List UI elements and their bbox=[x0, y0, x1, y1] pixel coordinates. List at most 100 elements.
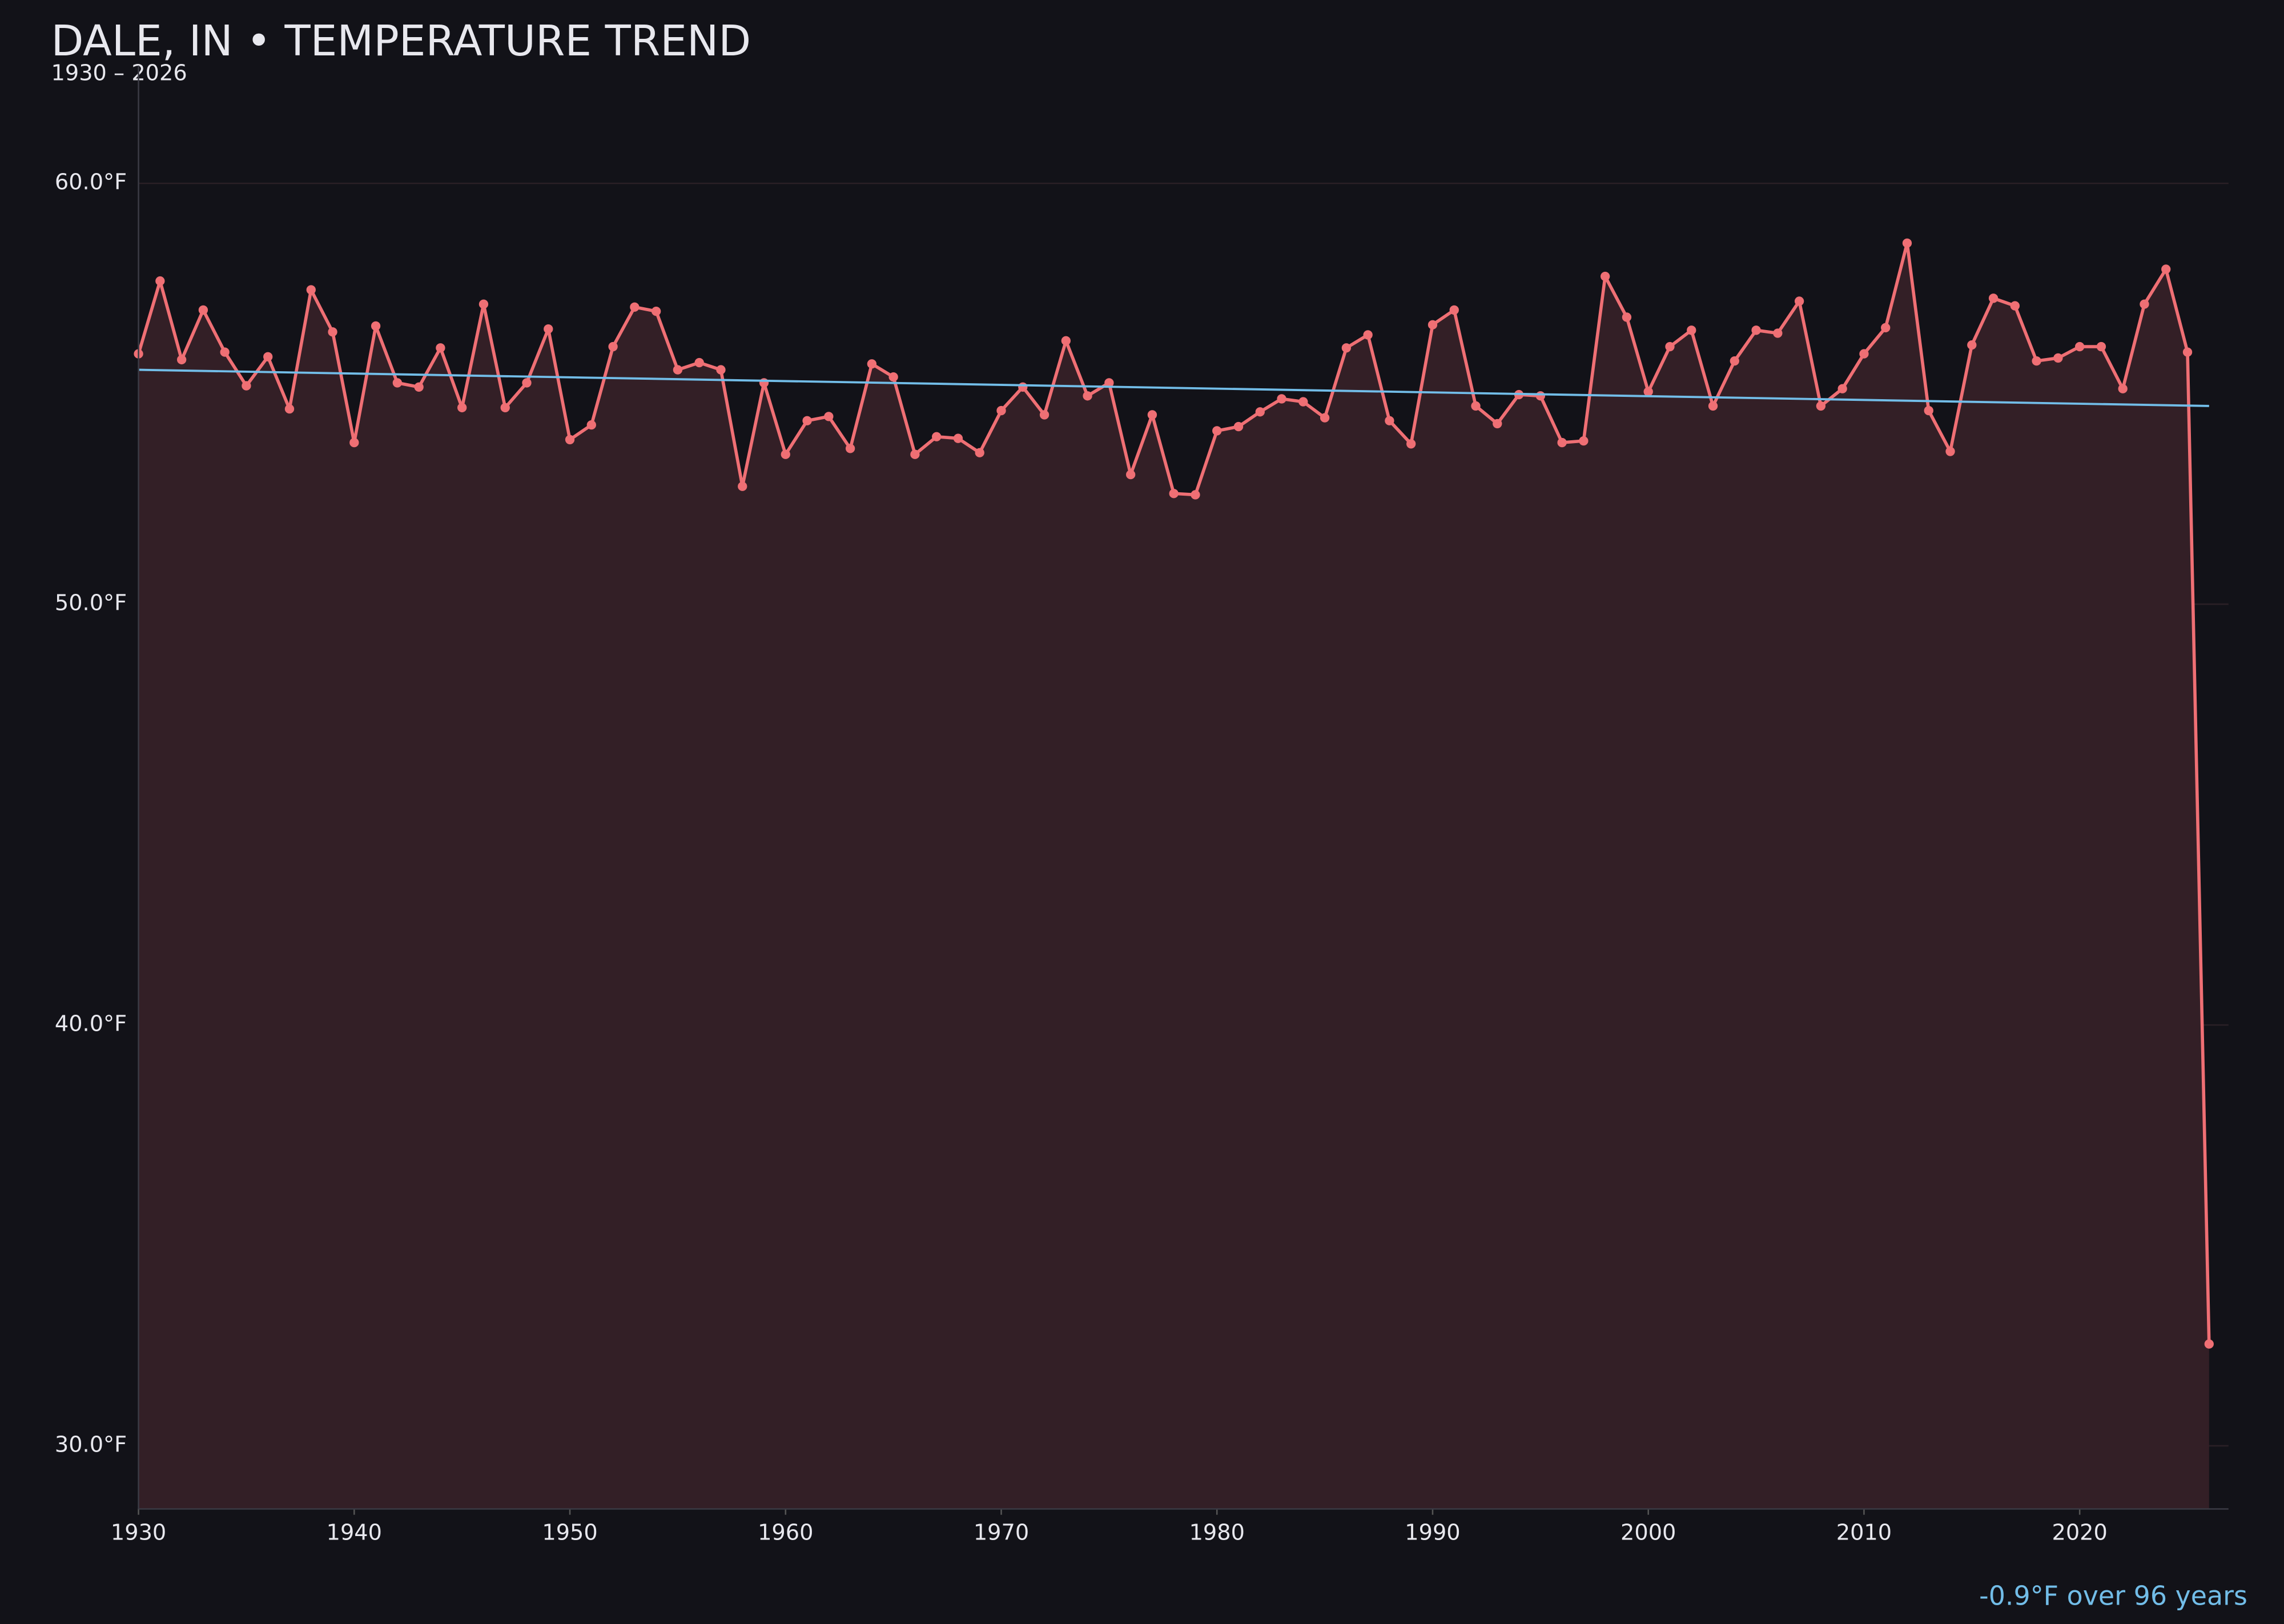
point bbox=[2096, 341, 2106, 352]
point bbox=[1341, 343, 1352, 353]
point bbox=[953, 433, 963, 443]
point bbox=[1471, 401, 1481, 411]
x-tick-label: 2000 bbox=[1620, 1520, 1676, 1545]
point bbox=[220, 347, 230, 357]
point bbox=[824, 412, 834, 421]
point bbox=[1255, 407, 1265, 417]
point bbox=[1557, 437, 1567, 448]
trend-line bbox=[138, 368, 2209, 407]
point bbox=[176, 355, 187, 365]
point bbox=[802, 416, 812, 425]
point bbox=[1600, 271, 1610, 282]
point bbox=[1794, 296, 1804, 306]
point bbox=[328, 327, 337, 337]
point bbox=[996, 405, 1006, 416]
point bbox=[651, 306, 661, 316]
y-tick-label: 60.0°F bbox=[55, 170, 127, 195]
point bbox=[1751, 325, 1761, 335]
x-tick-label: 1960 bbox=[758, 1520, 813, 1545]
point bbox=[1643, 387, 1653, 397]
point bbox=[1406, 439, 1416, 449]
point bbox=[1104, 378, 1114, 388]
point bbox=[306, 285, 316, 295]
point bbox=[1881, 323, 1891, 333]
point bbox=[1622, 312, 1632, 322]
point bbox=[565, 435, 575, 445]
point bbox=[2075, 341, 2085, 352]
point bbox=[845, 444, 855, 453]
y-tick-label: 50.0°F bbox=[55, 590, 127, 616]
point bbox=[2140, 299, 2149, 309]
point bbox=[738, 481, 747, 491]
point bbox=[436, 343, 445, 353]
point bbox=[457, 403, 467, 413]
point bbox=[284, 404, 295, 414]
point bbox=[198, 305, 208, 315]
point bbox=[1427, 320, 1438, 329]
point bbox=[478, 299, 489, 309]
x-tick-label: 1970 bbox=[974, 1520, 1029, 1545]
trend-annotation: -0.9°F over 96 years bbox=[1979, 1581, 2247, 1611]
point bbox=[694, 357, 704, 368]
point bbox=[888, 372, 898, 382]
point bbox=[500, 403, 510, 413]
point bbox=[1320, 413, 1330, 423]
point bbox=[1665, 341, 1675, 352]
point bbox=[2032, 356, 2041, 366]
y-tick-label: 30.0°F bbox=[55, 1432, 127, 1457]
point bbox=[1018, 382, 1028, 392]
point bbox=[1083, 391, 1092, 401]
point bbox=[544, 324, 553, 334]
x-tick-label: 1980 bbox=[1189, 1520, 1245, 1545]
point bbox=[1687, 325, 1696, 335]
point bbox=[1233, 421, 1244, 432]
point bbox=[1061, 336, 1071, 345]
point bbox=[2053, 353, 2063, 363]
point bbox=[2182, 347, 2193, 357]
chart-subtitle: 1930 – 2026 bbox=[51, 61, 187, 86]
point bbox=[781, 449, 790, 459]
point bbox=[1169, 489, 1179, 499]
point bbox=[1859, 349, 1869, 359]
point bbox=[1967, 340, 1977, 350]
x-tick-label: 2020 bbox=[2052, 1520, 2107, 1545]
point bbox=[586, 420, 596, 430]
x-tick-label: 1990 bbox=[1405, 1520, 1460, 1545]
point bbox=[910, 449, 920, 459]
x-tick-label: 1940 bbox=[327, 1520, 382, 1545]
point bbox=[1902, 238, 1912, 248]
point bbox=[349, 437, 359, 448]
chart-title: DALE, IN • TEMPERATURE TREND bbox=[51, 17, 751, 66]
point bbox=[1708, 401, 1718, 411]
point bbox=[1924, 405, 1933, 416]
point bbox=[2010, 301, 2020, 311]
x-tick-label: 2010 bbox=[1836, 1520, 1892, 1545]
point bbox=[392, 378, 403, 388]
point bbox=[522, 378, 532, 388]
area bbox=[138, 243, 2209, 1509]
point bbox=[1277, 394, 1286, 404]
point bbox=[414, 382, 424, 392]
point bbox=[2118, 384, 2128, 393]
point bbox=[673, 365, 683, 375]
x-tick-label: 1950 bbox=[542, 1520, 597, 1545]
point bbox=[1385, 416, 1394, 425]
point bbox=[1493, 419, 1502, 429]
point bbox=[1147, 410, 1157, 420]
point bbox=[263, 352, 273, 361]
point bbox=[1449, 305, 1459, 315]
point bbox=[1363, 330, 1373, 340]
point bbox=[242, 381, 251, 391]
point bbox=[371, 321, 381, 331]
y-tick-label: 40.0°F bbox=[55, 1011, 127, 1037]
point bbox=[1773, 328, 1783, 338]
point bbox=[759, 378, 769, 388]
point bbox=[1730, 356, 1739, 366]
point bbox=[1039, 410, 1049, 420]
point bbox=[608, 341, 618, 352]
x-tick-label: 1930 bbox=[111, 1520, 166, 1545]
point bbox=[1579, 436, 1589, 446]
point bbox=[155, 276, 165, 286]
point bbox=[932, 432, 942, 441]
